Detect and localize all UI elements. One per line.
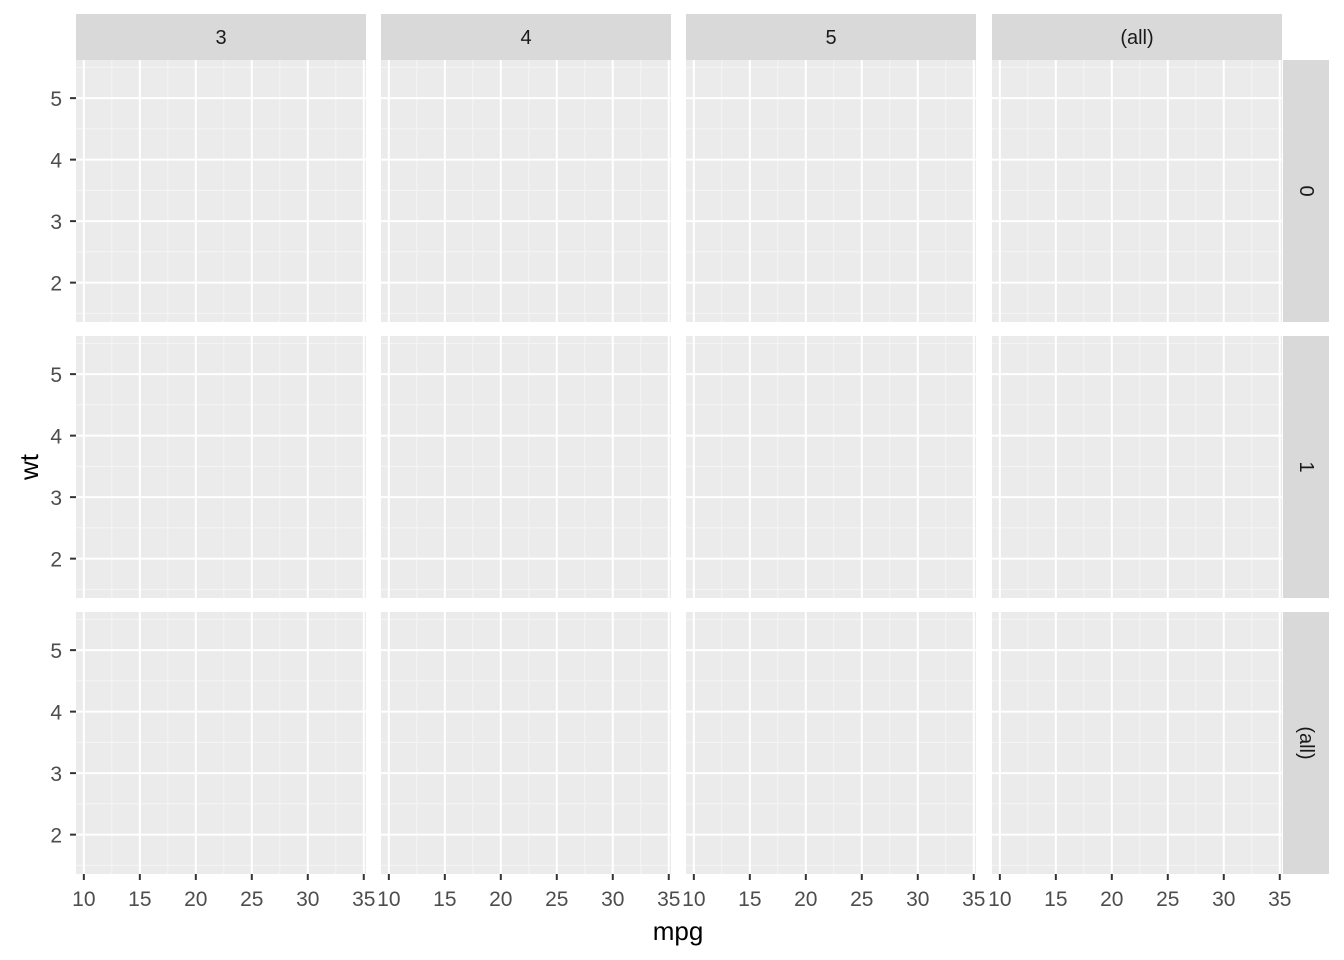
x-tick-label: 35 [962, 888, 985, 911]
x-tick-label: 30 [296, 888, 319, 911]
x-tick-label: 30 [601, 888, 624, 911]
x-tick-label: 25 [240, 888, 263, 911]
facet-panel [381, 612, 671, 874]
panel-background [686, 60, 976, 322]
row-strip [1283, 60, 1329, 322]
x-tick-label: 30 [1212, 888, 1235, 911]
y-tick-label: 3 [50, 211, 62, 234]
facet-panel [76, 336, 366, 598]
y-tick-label: 2 [50, 273, 62, 296]
x-tick-label: 10 [988, 888, 1011, 911]
x-tick-label: 25 [545, 888, 568, 911]
facet-panel [992, 612, 1282, 874]
x-tick-label: 10 [72, 888, 95, 911]
x-tick-label: 30 [906, 888, 929, 911]
x-tick-label: 15 [128, 888, 151, 911]
row-strip [1283, 612, 1329, 874]
panel-background [381, 336, 671, 598]
panel-background [76, 60, 366, 322]
panel-background [992, 336, 1282, 598]
panel-background [76, 612, 366, 874]
y-axis-title: wt [14, 453, 44, 481]
column-strip [76, 14, 366, 60]
x-tick-label: 35 [657, 888, 680, 911]
y-tick-label: 5 [50, 88, 62, 111]
x-tick-label: 15 [1044, 888, 1067, 911]
x-tick-label: 10 [377, 888, 400, 911]
x-tick-label: 10 [682, 888, 705, 911]
y-tick-label: 4 [50, 702, 62, 725]
facet-panel [992, 336, 1282, 598]
y-tick-label: 3 [50, 763, 62, 786]
facet-panel [686, 336, 976, 598]
y-tick-label: 2 [50, 549, 62, 572]
row-strip-label: 0 [1295, 185, 1317, 196]
x-tick-label: 20 [794, 888, 817, 911]
y-tick-label: 4 [50, 426, 62, 449]
facet-panel [686, 60, 976, 322]
panel-background [381, 60, 671, 322]
x-tick-label: 20 [1100, 888, 1123, 911]
x-tick-label: 25 [850, 888, 873, 911]
x-tick-label: 15 [738, 888, 761, 911]
column-strip [992, 14, 1282, 60]
column-strip-label: 4 [520, 27, 531, 49]
facet-panel [686, 612, 976, 874]
column-strip [381, 14, 671, 60]
facet-panel [381, 60, 671, 322]
y-tick-label: 5 [50, 364, 62, 387]
facet-panel [381, 336, 671, 598]
y-tick-label: 4 [50, 150, 62, 173]
x-tick-label: 35 [352, 888, 375, 911]
x-tick-label: 35 [1268, 888, 1291, 911]
panel-background [76, 336, 366, 598]
row-strip-label: (all) [1295, 726, 1317, 759]
facet-panel [76, 60, 366, 322]
row-strip [1283, 336, 1329, 598]
x-axis-title: mpg [653, 916, 704, 946]
x-tick-label: 25 [1156, 888, 1179, 911]
panel-background [686, 336, 976, 598]
facet-panel [992, 60, 1282, 322]
column-strip-label: 5 [825, 27, 836, 49]
column-strip [686, 14, 976, 60]
panel-background [992, 612, 1282, 874]
panel-background [686, 612, 976, 874]
panels-layer [76, 60, 1282, 874]
y-tick-label: 5 [50, 640, 62, 663]
strips-layer: 3 4 5 (all) 0 1 (all) [76, 14, 1329, 874]
column-strip-label: 3 [215, 27, 226, 49]
x-tick-label: 20 [489, 888, 512, 911]
x-tick-label: 15 [433, 888, 456, 911]
panel-background [992, 60, 1282, 322]
y-tick-label: 2 [50, 825, 62, 848]
row-strip-label: 1 [1295, 461, 1317, 472]
column-strip-label: (all) [1120, 27, 1153, 49]
facet-panel [76, 612, 366, 874]
y-tick-label: 3 [50, 487, 62, 510]
x-tick-label: 20 [184, 888, 207, 911]
panel-background [381, 612, 671, 874]
